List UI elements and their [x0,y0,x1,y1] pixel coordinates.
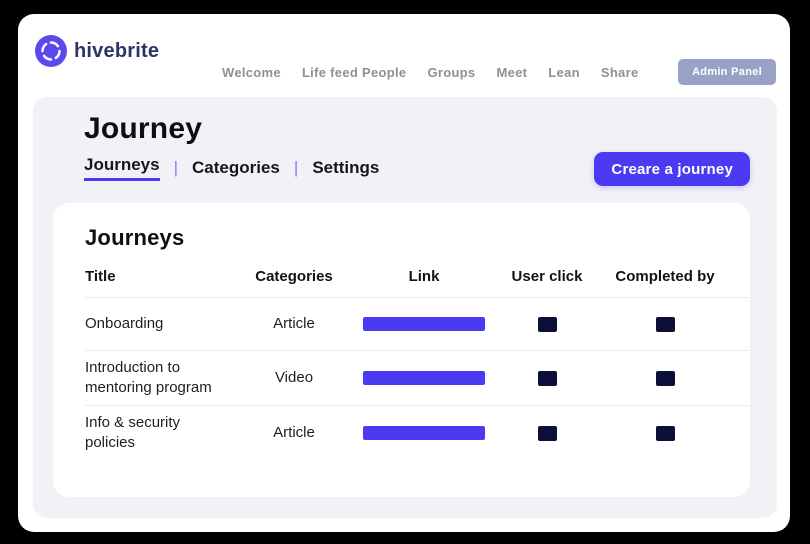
completed-by-placeholder-square [655,425,675,441]
link-placeholder-bar[interactable] [363,371,485,385]
nav-item-life-feed-people[interactable]: Life feed People [301,65,407,80]
table-header-row: Title Categories Link User click Completed b… [85,267,750,298]
tab-separator: | [293,158,299,177]
page-title: Journey [84,112,203,145]
journey-category: Article [273,424,315,441]
completed-by-cell [589,370,741,386]
nav-item-groups[interactable]: Groups [427,65,476,80]
hivebrite-swirl-icon [35,35,67,67]
completed-by-cell [589,316,741,332]
completed-by-placeholder-square [655,316,675,332]
tab-journeys[interactable]: Journeys [84,155,160,181]
column-header-categories: Categories [255,268,333,285]
user-click-placeholder-square [537,425,557,441]
user-click-placeholder-square [537,370,557,386]
tab-settings[interactable]: Settings [312,158,380,177]
journey-category: Article [273,315,315,332]
journey-link-cell [343,371,505,385]
main-nav: Welcome Life feed People Groups Meet Lean Sha… [222,65,638,80]
table-row: Onboarding Article [85,298,750,351]
journey-panel: Journey Journeys | Categories | Settings Cre… [33,97,777,518]
journey-title: Info & security policies [85,414,181,451]
user-click-cell [505,370,589,386]
nav-item-meet[interactable]: Meet [496,65,528,80]
journey-link-cell [343,317,505,331]
journey-tabs: Journeys | Categories | Settings [84,155,379,181]
table-row: Info & security policies Article [85,406,750,460]
column-header-title: Title [85,268,116,285]
completed-by-placeholder-square [655,370,675,386]
journeys-section-title: Journeys [85,225,185,250]
tab-categories[interactable]: Categories [192,158,280,177]
completed-by-cell [589,425,741,441]
app-window: hivebrite Welcome Life feed People Groups M… [18,14,790,532]
user-click-cell [505,425,589,441]
brand-wordmark: hivebrite [74,39,160,62]
create-journey-button[interactable]: Creare a journey [594,152,750,186]
top-bar: hivebrite Welcome Life feed People Groups M… [18,14,790,97]
journeys-card: Journeys Title Categories Link User click Co… [53,203,750,497]
link-placeholder-bar[interactable] [363,317,485,331]
user-click-cell [505,316,589,332]
link-placeholder-bar[interactable] [363,426,485,440]
column-header-user-click: User click [511,268,583,285]
user-click-placeholder-square [537,316,557,332]
nav-item-share[interactable]: Share [600,65,639,80]
journey-title: Introduction to mentoring program [85,359,212,396]
journey-category: Video [274,369,314,386]
column-header-link: Link [408,268,440,285]
journey-title: Onboarding [85,315,164,332]
journey-link-cell [343,426,505,440]
column-header-completed-by: Completed by [615,268,715,285]
table-row: Introduction to mentoring program Video [85,351,750,406]
tab-separator: | [173,158,179,177]
admin-panel-button[interactable]: Admin Panel [678,59,776,85]
nav-item-welcome[interactable]: Welcome [222,65,281,80]
table-body: Onboarding Article Introduction to mentori… [85,298,750,460]
nav-item-lean[interactable]: Lean [548,65,580,80]
brand-logo[interactable]: hivebrite [35,35,159,67]
